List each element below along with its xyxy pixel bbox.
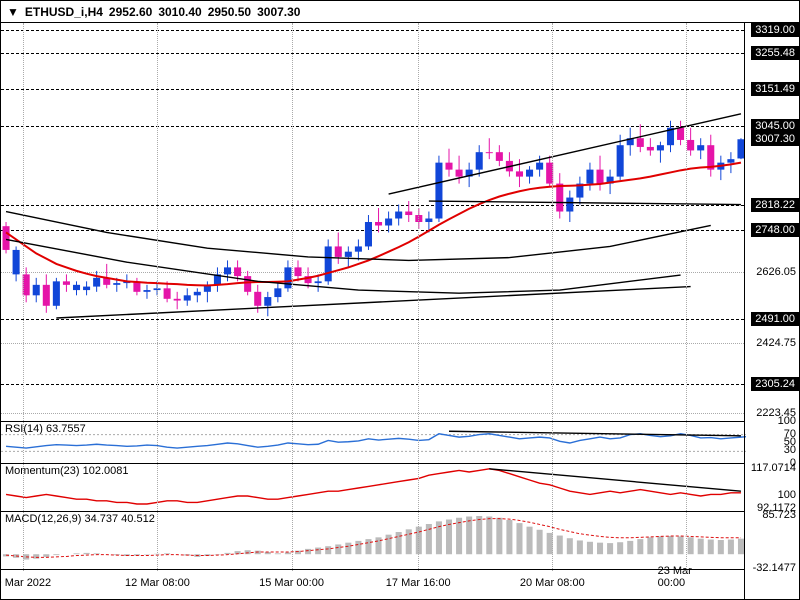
rsi-label: RSI(14) 63.7557 (5, 423, 86, 435)
indicator-tick: 100 (778, 489, 796, 501)
price-level: 3319.00 (751, 23, 799, 37)
time-tick: 20 Mar 08:00 (520, 577, 585, 589)
price-chart[interactable] (1, 23, 744, 421)
indicator-tick: -32.1477 (753, 562, 796, 574)
price-level: 2748.00 (751, 223, 799, 237)
time-axis: 9 Mar 2022 12 Mar 08:00 15 Mar 00:00 17 Mar… (1, 569, 744, 599)
macd-panel[interactable]: MACD(12,26,9) 34.737 40.512 (1, 511, 744, 571)
ohlc-high: 3010.40 (158, 5, 201, 19)
price-level: 3151.49 (751, 82, 799, 96)
price-axis: 3319.00 3255.48 3151.49 3045.003007.30 2818.… (744, 23, 799, 599)
time-tick: 9 Mar 2022 (0, 577, 51, 589)
price-level: 2491.00 (751, 312, 799, 326)
momentum-panel[interactable]: Momentum(23) 102.0081 (1, 463, 744, 511)
price-tick: 2626.05 (756, 266, 796, 278)
price-level: 2305.24 (751, 377, 799, 391)
time-tick: 12 Mar 08:00 (125, 577, 190, 589)
indicator-tick: 30 (784, 444, 796, 456)
indicator-tick: 85.723 (762, 509, 796, 521)
price-level: 3045.00 (751, 119, 799, 133)
price-tick: 2424.75 (756, 337, 796, 349)
price-level: 3007.30 (751, 132, 799, 146)
rsi-panel[interactable]: RSI(14) 63.7557 (1, 421, 744, 463)
time-tick: 15 Mar 00:00 (259, 577, 324, 589)
ohlc-close: 3007.30 (257, 5, 300, 19)
macd-label: MACD(12,26,9) 34.737 40.512 (5, 513, 155, 525)
symbol-label: ETHUSD_i,H4 (25, 5, 103, 19)
time-tick: 17 Mar 16:00 (386, 577, 451, 589)
indicator-tick: 100 (778, 415, 796, 427)
chart-window: ▼ ETHUSD_i,H4 2952.60 3010.40 2950.50 30… (0, 0, 800, 600)
price-level: 3255.48 (751, 46, 799, 60)
ohlc-open: 2952.60 (109, 5, 152, 19)
price-level: 2818.22 (751, 198, 799, 212)
indicator-tick: 117.0714 (751, 462, 796, 474)
chart-header: ▼ ETHUSD_i,H4 2952.60 3010.40 2950.50 30… (1, 1, 799, 23)
ohlc-low: 2950.50 (208, 5, 251, 19)
dropdown-arrow-icon[interactable]: ▼ (7, 5, 19, 19)
momentum-label: Momentum(23) 102.0081 (5, 465, 129, 477)
